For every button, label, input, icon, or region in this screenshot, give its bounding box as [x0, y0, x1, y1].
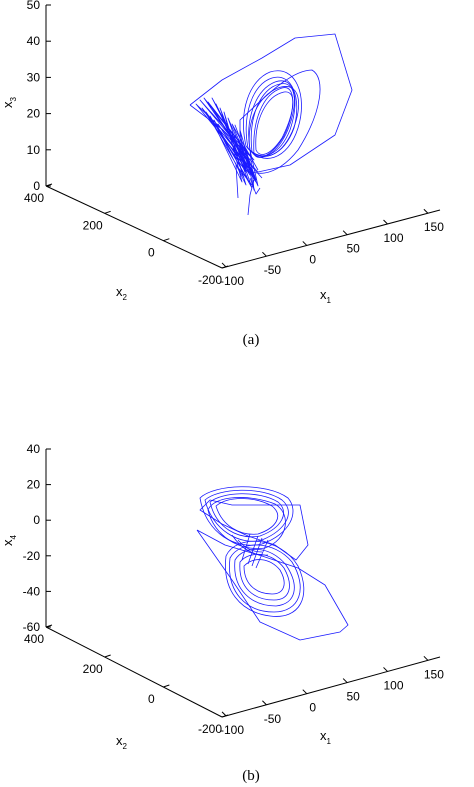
plot-a-wing-loop — [239, 69, 321, 174]
plot-b-y-tick — [221, 714, 229, 718]
plot-b-y-tick-label: 0 — [148, 692, 155, 706]
plot-b-upper-lobe-3 — [199, 486, 294, 546]
plot-b-y-tick-label: -200 — [198, 722, 222, 736]
plot-a-caption: (a) — [243, 332, 260, 348]
plot-b-trajectory — [196, 486, 349, 641]
plot-a-y-ticks: -200 0 200 400 — [24, 183, 229, 287]
plot-a-loop-5 — [243, 70, 302, 159]
plot-b-y-tick — [45, 624, 53, 628]
plot-a-z-tick-label: 40 — [27, 34, 41, 48]
plot-b-x-tick-label: 150 — [424, 667, 444, 681]
plot-b-outer-envelope — [196, 529, 349, 641]
plot-a-loop-4 — [253, 87, 294, 158]
plot-a-z-tick-label: 10 — [27, 143, 41, 157]
plot-b-lower-lobe-4 — [243, 559, 285, 595]
plot-a-x-ticks: -100 -50 0 50 100 150 — [220, 208, 444, 288]
plot-b-x-axis-label: x1 — [320, 728, 332, 746]
plot-b-upper-lobe-4 — [215, 498, 278, 535]
plot-b-x-tick — [383, 667, 388, 672]
plot-b-upper-lobe-1 — [204, 489, 289, 542]
plot-a-x-tick — [221, 262, 227, 268]
plot-b-x-tick — [342, 678, 348, 683]
plot-b-z-tick-label: -40 — [23, 584, 41, 598]
plot-b-x-tick-label: 0 — [309, 701, 316, 715]
plot-a-x-tick-label: 100 — [384, 231, 404, 245]
plot-b-caption: (b) — [242, 768, 260, 784]
plot-b-upper-lobe-2 — [209, 493, 284, 538]
plot-a-loop-1 — [248, 80, 296, 156]
plot-a-z-tick-label: 0 — [33, 179, 40, 193]
plot-a-fan-right — [231, 124, 263, 191]
plot-b-y-tick-label: 400 — [24, 632, 44, 646]
plot-a-loop-7 — [248, 86, 299, 157]
plot-a-y-tick-label: 0 — [148, 246, 155, 260]
plot-b-z-tick-label: 0 — [33, 513, 40, 527]
plot-a-x-tick-label: 50 — [346, 242, 360, 256]
plot-a-z-tick-label: 30 — [27, 70, 41, 84]
plot-b-y-tick-label: 200 — [83, 662, 103, 676]
plot-a-loop-2 — [250, 83, 295, 158]
plot-a-x-tick-label: 0 — [309, 252, 316, 266]
plot-b-x-tick-label: -100 — [220, 723, 244, 737]
plot-b-z-tick-label: 40 — [27, 442, 41, 456]
plot-a-y-tick — [163, 238, 170, 242]
plot-a-x-tick-label: 150 — [424, 220, 444, 234]
plot-b-z-tick-label: -20 — [23, 549, 41, 563]
plot-a-z-tick-label: 50 — [27, 0, 41, 12]
plot-a: 0 10 20 30 40 50 -200 0 200 400 -100 -50 0 50 100 150… — [0, 0, 444, 348]
plot-a-z-ticks: 0 10 20 30 40 50 — [27, 0, 51, 193]
plot-a-x-tick — [383, 219, 388, 225]
plot-b-cross-strands — [231, 533, 269, 569]
plot-a-y-tick-label: -200 — [198, 273, 222, 287]
plot-a-x-tick — [423, 208, 429, 214]
plot-b-x-tick — [302, 689, 308, 695]
plot-b-y-axis-label: x2 — [116, 733, 128, 751]
plot-b-x-ticks: -100 -50 0 50 100 150 — [220, 655, 444, 737]
plot-a-y-tick-label: 400 — [24, 191, 44, 205]
plot-a-x-tick — [262, 251, 267, 257]
plot-b-lower-lobe-3 — [229, 544, 301, 613]
plot-a-x-tick-label: -100 — [220, 274, 244, 288]
plot-a-x-tick-label: -50 — [264, 263, 282, 277]
plot-b-y-tick — [104, 654, 111, 658]
plot-a-y-tick — [221, 265, 229, 269]
plot-a-loop-6 — [255, 91, 294, 155]
plot-a-x-axis-label: x1 — [320, 287, 332, 305]
plot-b-x-tick-label: -50 — [264, 712, 282, 726]
plot-b-x-tick — [423, 655, 429, 661]
plot-b-z-ticks: -60 -40 -20 0 20 40 — [23, 442, 51, 634]
plot-a-y-tick — [45, 183, 53, 187]
plot-a-y-tick-label: 200 — [83, 218, 103, 232]
plot-b-upper-lobe-5 — [207, 497, 286, 550]
plot-a-z-tick-label: 20 — [27, 107, 41, 121]
plot-b-y-axis-line — [45, 626, 223, 718]
plot-b-x-axis-line — [221, 656, 441, 718]
plot-a-x-axis-line — [221, 209, 441, 269]
plot-a-x-tick — [342, 230, 348, 236]
plot-b-z-tick-label: -60 — [23, 620, 41, 634]
plot-b-x-tick — [262, 700, 267, 706]
plot-b-x-tick-label: 50 — [346, 690, 360, 704]
plot-a-y-axis-label: x2 — [116, 284, 128, 302]
plot-a-y-axis-line — [45, 185, 223, 269]
plot-a-fan-left — [195, 97, 259, 189]
plot-a-z-axis-label: x3 — [0, 97, 18, 109]
plot-b-x-tick-label: 100 — [384, 678, 404, 692]
plot-b-z-tick-label: 20 — [27, 478, 41, 492]
plot-b-lower-lobe-1 — [234, 548, 295, 607]
plot-b-y-tick — [163, 684, 170, 688]
plot-b-x-tick — [221, 711, 227, 717]
plot-a-y-tick — [104, 210, 111, 214]
plot-b-z-axis-label: x4 — [0, 535, 18, 547]
plot-a-trajectory — [189, 33, 353, 216]
plot-a-x-tick — [302, 241, 308, 246]
plot-b-y-ticks: -200 0 200 400 — [24, 624, 229, 736]
plot-a-tail — [235, 164, 261, 216]
